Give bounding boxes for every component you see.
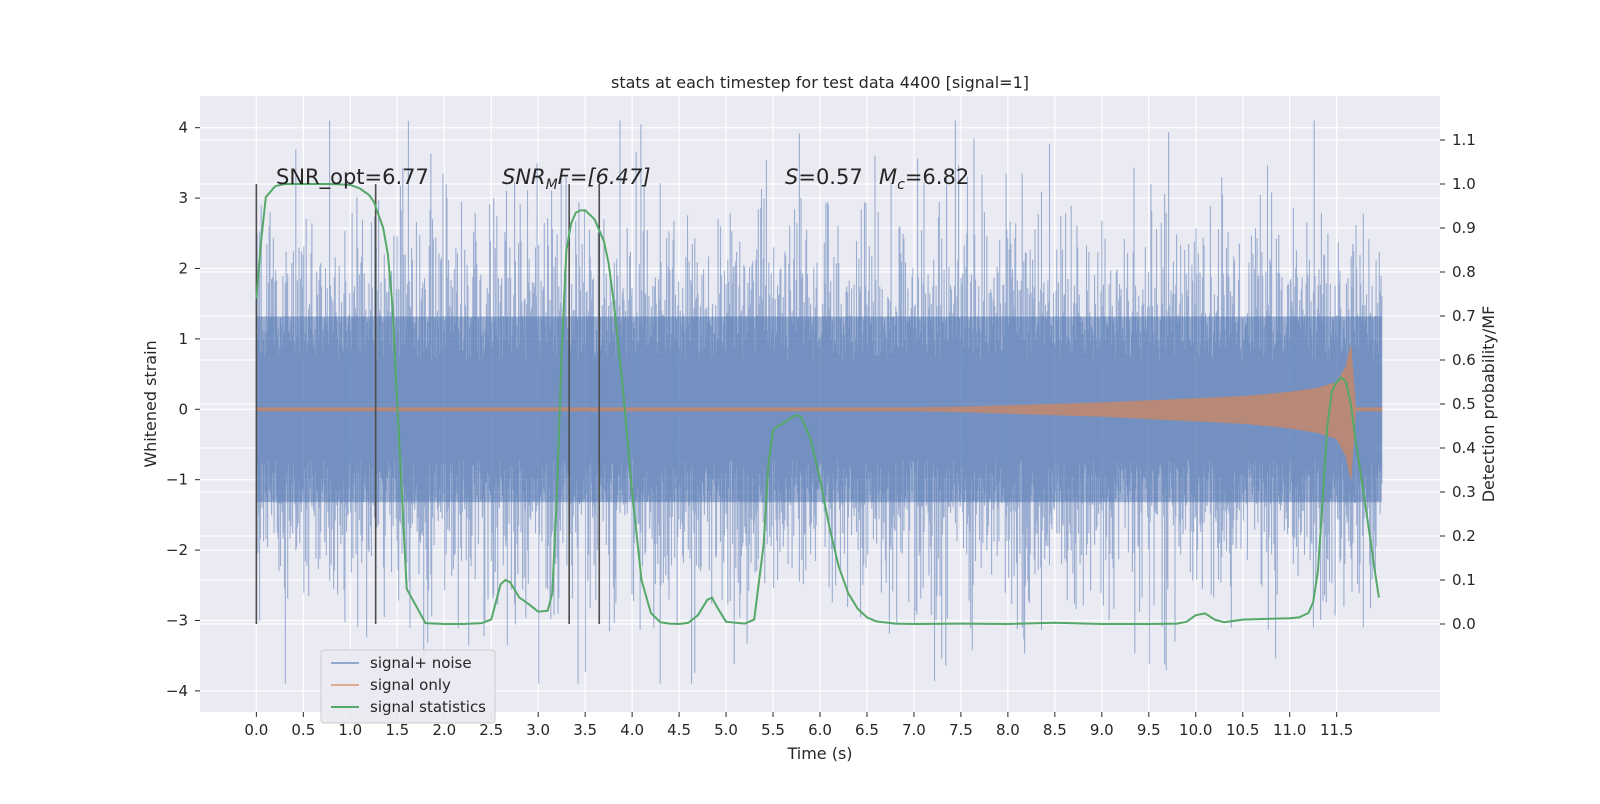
statistics-series [255,183,1380,625]
x-tick-label: 3.0 [526,721,550,739]
y-tick-label-right: 0.2 [1452,527,1476,545]
x-tick-label: 1.5 [385,721,409,739]
y-tick-label: −3 [166,611,188,629]
annotation-chirp-mass: Mc=6.82 [879,165,969,193]
x-tick-label: 11.0 [1273,721,1306,739]
x-tick-label: 8.0 [996,721,1020,739]
x-tick-label: 4.5 [667,721,691,739]
signal-envelope [255,345,1383,480]
y-tick-label: 4 [178,119,188,137]
x-tick-label: 10.0 [1179,721,1212,739]
y-axis-label-right: Detection probability/MF [1479,306,1498,503]
y-tick-label: −2 [166,541,188,559]
legend-label-noise: signal+ noise [370,654,472,672]
signal-series [255,345,1383,480]
tick-layer: 0.0 0.5 1.0 1.5 2.0 2.5 3.0 3.5 4.0 4.5 5.0 5.5 6.0 6… [166,119,1476,739]
x-axis-label: Time (s) [786,744,852,763]
y-tick-label-right: 0.6 [1452,351,1476,369]
mc-subscript: c [897,177,905,193]
legend: signal+ noise signal only signal statist… [320,649,496,724]
chart-title: stats at each timestep for test data 440… [611,73,1029,92]
x-tick-label: 5.5 [761,721,785,739]
x-tick-label: 3.5 [573,721,597,739]
x-tick-label: 9.0 [1090,721,1114,739]
legend-label-signal: signal only [370,676,451,694]
y-tick-label: −4 [166,682,188,700]
y-tick-label-right: 0.9 [1452,219,1476,237]
marker-lines [255,184,601,624]
y-tick-label: 2 [178,259,188,277]
statistics-line [255,183,1380,625]
x-tick-label: 1.0 [338,721,362,739]
annotation-spin: S=0.57 [785,165,863,189]
x-tick-label: 6.5 [855,721,879,739]
x-tick-label: 6.0 [808,721,832,739]
spin-symbol: S [785,165,798,189]
x-tick-label: 10.5 [1226,721,1259,739]
y-tick-label: 1 [178,330,188,348]
y-tick-label: −1 [166,471,188,489]
x-tick-label: 2.0 [432,721,456,739]
y-tick-label-right: 1.0 [1452,175,1476,193]
y-tick-label-right: 0.7 [1452,307,1476,325]
y-tick-label: 3 [178,189,188,207]
x-tick-label: 11.5 [1320,721,1353,739]
mc-symbol: M [879,165,897,189]
x-tick-label: 7.0 [902,721,926,739]
y-tick-label-right: 0.5 [1452,395,1476,413]
snr-mf-value: F=[6.47] [558,165,651,189]
x-tick-label: 2.5 [479,721,503,739]
y-tick-label-right: 0.3 [1452,483,1476,501]
legend-box [320,649,496,724]
x-tick-label: 5.0 [714,721,738,739]
y-tick-label-right: 0.4 [1452,439,1476,457]
x-tick-label: 4.0 [620,721,644,739]
snr-mf-symbol: SNR [502,165,546,189]
y-tick-label-right: 0.8 [1452,263,1476,281]
y-tick-label-right: 0.1 [1452,571,1476,589]
mc-value: =6.82 [905,165,969,189]
y-tick-label: 0 [178,400,188,418]
snr-mf-subscript: M [546,177,558,193]
y-tick-label-right: 0.0 [1452,615,1476,633]
annotation-snr-opt: SNR_opt=6.77 [276,165,429,190]
x-tick-label: 9.5 [1137,721,1161,739]
x-tick-label: 8.5 [1043,721,1067,739]
legend-label-statistics: signal statistics [370,698,486,716]
spin-value: =0.57 [798,165,862,189]
x-tick-label: 0.0 [244,721,268,739]
annotation-snr-mf: SNRMF=[6.47] [502,165,651,193]
x-tick-label: 7.5 [949,721,973,739]
y-axis-label: Whitened strain [141,340,160,467]
y-tick-label-right: 1.1 [1452,131,1476,149]
x-tick-label: 0.5 [291,721,315,739]
